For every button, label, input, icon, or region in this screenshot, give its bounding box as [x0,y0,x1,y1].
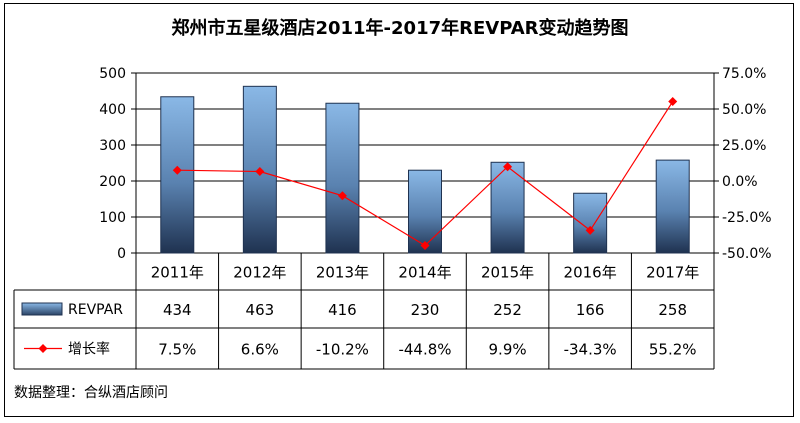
category-label: 2011年 [151,264,204,282]
bar [573,192,608,254]
bar [408,169,442,254]
rate-marker [337,191,347,201]
data-label-rate: -44.8% [398,341,451,359]
category-label: 2015年 [481,264,534,282]
rate-marker [585,225,595,235]
right-axis-tick-label: 25.0% [722,138,766,154]
source-note: 数据整理：合纵酒店顾问 [14,385,168,401]
data-label-revpar: 416 [328,301,357,319]
right-axis-tick-label: 75.0% [722,66,766,82]
data-label-revpar: 258 [658,301,687,319]
data-table: 2011年 2012年 2013年 2014年 2015年 2016年 2017年 REVPA… [13,253,715,370]
data-label-revpar: 434 [163,301,192,319]
right-axis-tick-label: 50.0% [722,102,766,118]
data-label-revpar: 166 [576,301,605,319]
rate-marker [172,165,182,175]
left-axis-tick-label: 500 [99,66,126,82]
bar [160,96,195,254]
bar [655,159,690,254]
right-axis-tick-label: -50.0% [722,246,772,262]
bar-series [160,85,690,254]
bar [325,102,360,254]
left-axis-tick-label: 400 [99,102,126,118]
data-label-revpar: 230 [411,301,440,319]
data-label-revpar: 252 [493,301,522,319]
category-label: 2014年 [398,264,451,282]
right-axis-tick-label: 0.0% [722,174,758,190]
rate-marker [503,162,513,172]
left-axis-tick-label: 300 [99,138,126,154]
rate-marker [255,166,265,176]
rate-marker [668,97,678,107]
data-label-rate: 55.2% [649,341,697,359]
left-axis-tick-label: 200 [99,174,126,190]
rate-marker [420,241,430,251]
left-axis-tick-label: 0 [117,246,126,262]
legend-marker-rate [38,344,48,353]
legend-swatch-revpar [21,302,63,316]
category-label: 2017年 [646,264,699,282]
data-label-revpar: 463 [246,301,275,319]
axes: 0 100 200 300 400 500 -50.0% -25.0% 0.0% 25.0% 50.… [99,66,771,262]
right-axis-tick-label: -25.0% [722,210,772,226]
legend-label-rate: 增长率 [68,341,110,358]
data-label-rate: 6.6% [241,341,279,359]
category-label: 2016年 [564,264,617,282]
left-axis-tick-label: 100 [99,210,126,226]
data-label-rate: 7.5% [158,341,196,359]
data-label-rate: -10.2% [316,341,369,359]
chart-title: 郑州市五星级酒店2011年-2017年REVPAR变动趋势图 [171,18,629,39]
data-label-rate: -34.3% [564,341,617,359]
category-label: 2013年 [316,264,369,282]
data-label-rate: 9.9% [489,341,527,359]
line-series [172,97,678,251]
legend-label-revpar: REVPAR [68,302,123,318]
category-label: 2012年 [233,264,286,282]
